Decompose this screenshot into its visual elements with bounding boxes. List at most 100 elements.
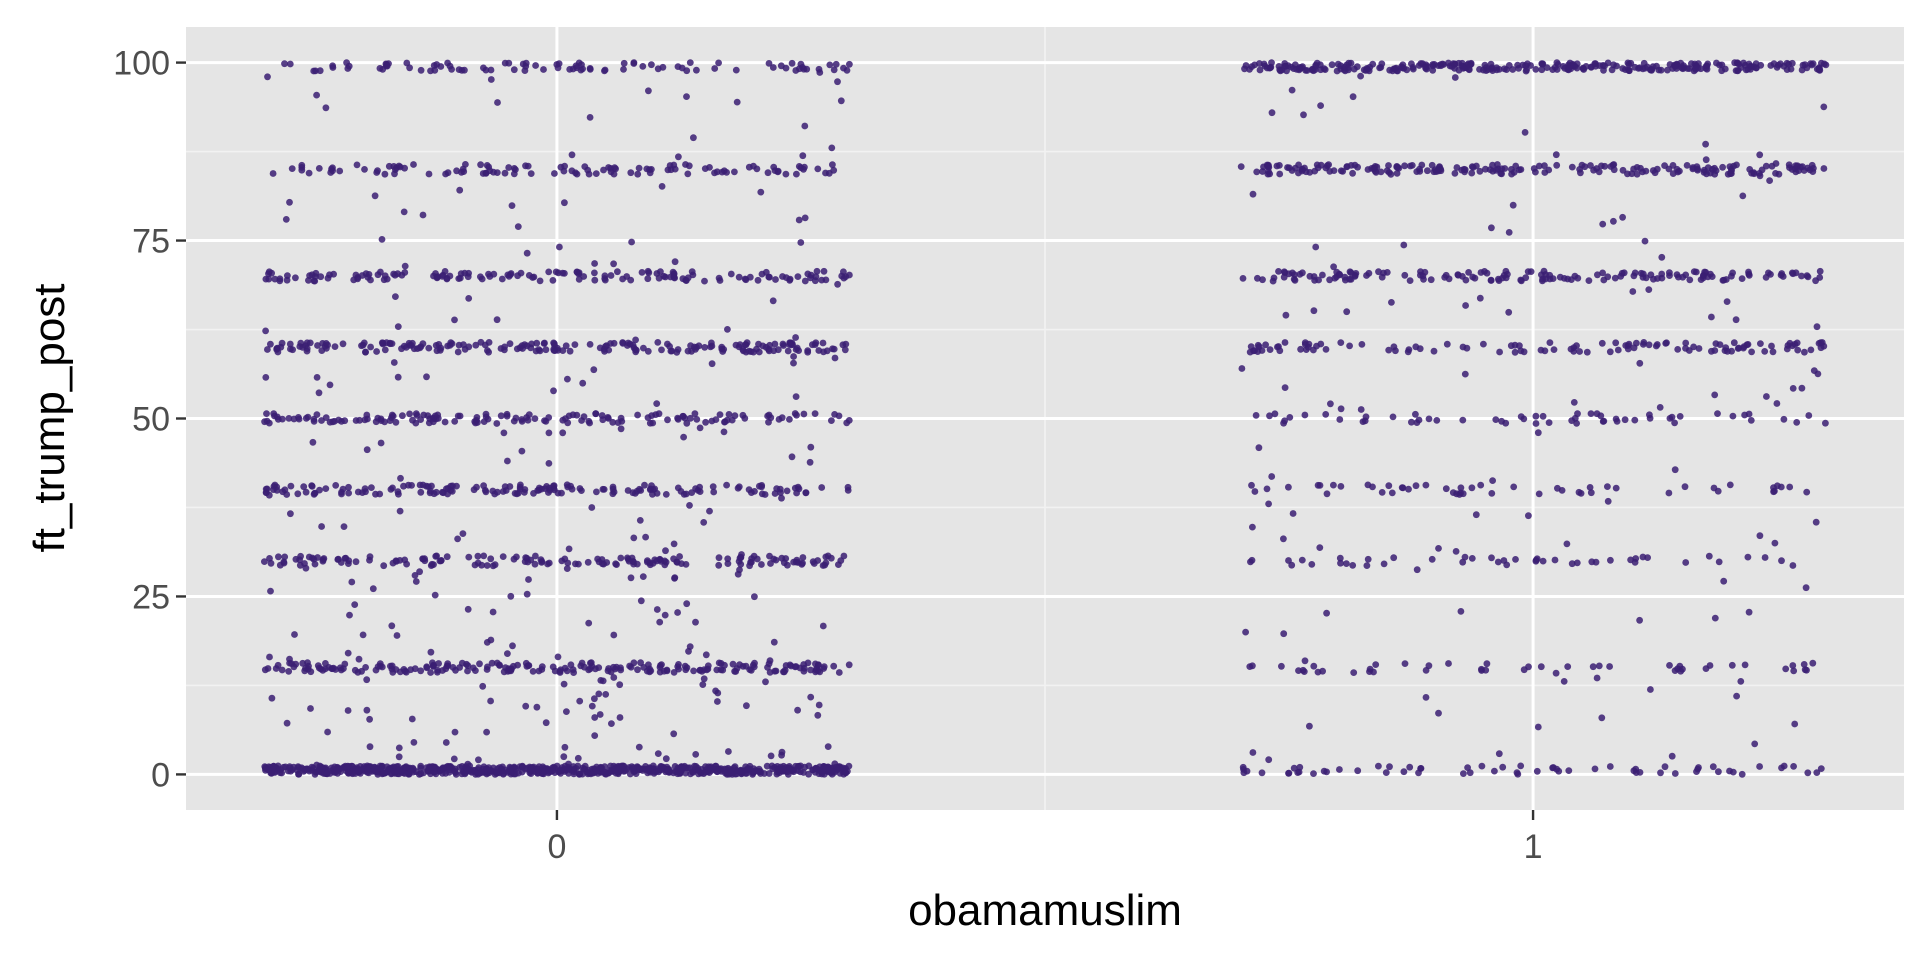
data-point [576, 697, 584, 705]
data-point [1576, 348, 1583, 355]
data-point [307, 705, 314, 712]
data-point [1325, 161, 1332, 169]
data-point [394, 373, 402, 381]
data-point [1301, 411, 1309, 419]
data-point [721, 418, 729, 426]
data-point [1636, 769, 1644, 776]
data-point [634, 666, 641, 674]
data-point [303, 347, 311, 355]
data-point [1330, 481, 1337, 489]
data-point [306, 339, 314, 347]
data-point [326, 381, 334, 389]
data-point [322, 104, 330, 112]
data-point [713, 768, 721, 775]
data-point [1427, 276, 1435, 284]
data-point [1677, 59, 1685, 67]
data-point [658, 346, 665, 354]
data-point [1663, 339, 1670, 347]
data-point [842, 340, 850, 348]
data-point [702, 651, 710, 659]
data-point [1343, 560, 1350, 567]
data-point [480, 418, 488, 425]
data-point [564, 375, 571, 383]
data-point [1574, 410, 1581, 418]
data-point [786, 661, 794, 669]
data-point [788, 339, 796, 347]
data-point [802, 489, 810, 497]
data-point [682, 161, 689, 168]
data-point [313, 91, 320, 99]
data-point [1532, 66, 1540, 73]
data-point [829, 768, 836, 776]
data-point [299, 659, 307, 667]
data-point [704, 768, 712, 776]
data-point [446, 272, 454, 280]
data-point [695, 767, 702, 774]
data-point [634, 170, 642, 178]
data-point [839, 764, 847, 772]
data-point [1500, 271, 1508, 279]
data-point [396, 507, 404, 515]
data-point [648, 412, 656, 419]
data-point [1290, 65, 1298, 72]
data-point [588, 702, 596, 710]
data-point [503, 412, 511, 420]
data-point [834, 280, 841, 288]
data-point [1682, 559, 1690, 566]
data-point [267, 340, 274, 348]
data-point [435, 660, 442, 667]
data-point [297, 552, 304, 560]
data-point [487, 555, 495, 563]
data-point [374, 167, 381, 175]
data-point [1809, 168, 1817, 176]
data-point [316, 67, 324, 75]
data-point [264, 346, 271, 353]
data-point [1646, 411, 1653, 419]
data-point [1552, 669, 1560, 677]
data-point [637, 597, 645, 605]
data-point [294, 490, 302, 498]
data-point [1739, 192, 1747, 200]
data-point [1388, 489, 1396, 497]
data-point [287, 510, 294, 518]
data-point [536, 277, 544, 285]
data-point [431, 591, 439, 599]
data-point [640, 344, 647, 352]
data-point [1442, 485, 1450, 493]
data-point [682, 764, 690, 772]
data-point [423, 373, 430, 381]
data-point [575, 560, 582, 568]
data-point [508, 202, 516, 210]
data-point [1604, 483, 1611, 490]
data-point [307, 668, 315, 676]
data-point [1650, 275, 1657, 283]
data-point [1708, 313, 1715, 321]
data-point [1671, 466, 1679, 474]
data-point [1720, 577, 1728, 585]
data-point [617, 414, 625, 422]
data-point [751, 488, 758, 495]
data-point [458, 169, 465, 176]
data-point [1813, 323, 1821, 331]
data-point [1789, 270, 1797, 278]
data-point [1668, 752, 1676, 760]
data-point [686, 59, 694, 66]
data-point [305, 169, 313, 177]
data-point [395, 753, 403, 761]
data-point [298, 164, 306, 171]
data-point [644, 275, 652, 283]
data-point [1239, 275, 1247, 282]
data-point [485, 339, 493, 346]
data-point [670, 730, 678, 738]
data-point [1577, 490, 1585, 497]
data-point [1651, 169, 1659, 177]
data-point [1693, 768, 1700, 775]
data-point [795, 163, 803, 170]
data-point [592, 410, 600, 418]
data-point [1804, 273, 1812, 281]
data-point [790, 558, 797, 566]
data-point [816, 763, 824, 771]
data-point [407, 666, 414, 674]
data-point [1425, 662, 1433, 670]
data-point [412, 410, 420, 418]
